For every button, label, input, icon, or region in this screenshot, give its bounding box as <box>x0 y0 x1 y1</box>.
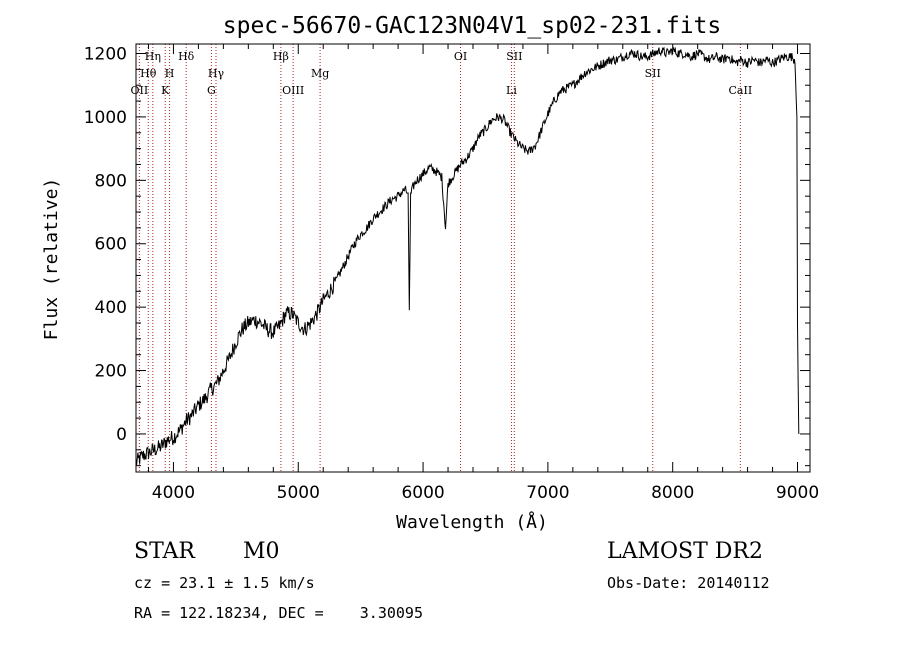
x-tick-label: 4000 <box>152 483 195 503</box>
annotation-label: OI <box>454 50 467 63</box>
annotation-label: SII <box>506 50 522 63</box>
y-tick-label: 1000 <box>84 108 127 128</box>
annotation-label: OII <box>131 84 149 97</box>
annotation-label: CaII <box>729 84 753 97</box>
annotation-label: OIII <box>282 84 304 97</box>
spectrum-line <box>135 46 800 465</box>
y-tick-label: 0 <box>116 425 127 445</box>
annotation-label: Hη <box>145 50 161 63</box>
subclass: M0 <box>243 539 280 564</box>
chart-title: spec-56670-GAC123N04V1_sp02-231.fits <box>223 13 722 39</box>
y-tick-label: 800 <box>95 171 127 191</box>
x-tick-label: 6000 <box>401 483 444 503</box>
annotation-label: G <box>207 84 216 97</box>
y-tick-label: 200 <box>95 362 127 382</box>
y-axis-label: Flux (relative) <box>41 178 62 341</box>
y-tick-label: 1200 <box>84 45 127 65</box>
coordinates: RA = 122.18234, DEC = 3.30095 <box>134 604 423 622</box>
y-tick-label: 600 <box>95 235 127 255</box>
plot-frame <box>135 43 811 473</box>
annotation-label: SII <box>645 67 661 80</box>
x-axis: 4000 5000 6000 7000 8000 9000 <box>147 44 819 503</box>
annotation-label: Mg <box>311 67 329 80</box>
annotation-label: Hθ <box>140 67 157 80</box>
x-tick-label: 8000 <box>651 483 694 503</box>
x-tick-label: 7000 <box>526 483 569 503</box>
x-axis-label: Wavelength (Å) <box>396 511 548 533</box>
annotation-label: K <box>161 84 170 97</box>
x-tick-label: 9000 <box>776 483 819 503</box>
spectrum-series <box>135 46 800 465</box>
redshift-cz: cz = 23.1 ± 1.5 km/s <box>134 574 315 592</box>
x-tick-label: 5000 <box>277 483 320 503</box>
annotation-label: H <box>165 67 175 80</box>
annotation-label: Hδ <box>178 50 195 63</box>
object-class: STAR <box>134 539 195 564</box>
y-tick-label: 400 <box>95 298 127 318</box>
annotation-label: Hβ <box>273 50 289 63</box>
obs-date: Obs-Date: 20140112 <box>607 574 770 592</box>
annotation-label: Hγ <box>208 67 225 80</box>
survey-name: LAMOST DR2 <box>607 539 763 564</box>
annotation-label: Li <box>506 84 517 97</box>
y-axis: 0 200 400 600 800 1000 1200 <box>84 45 810 467</box>
